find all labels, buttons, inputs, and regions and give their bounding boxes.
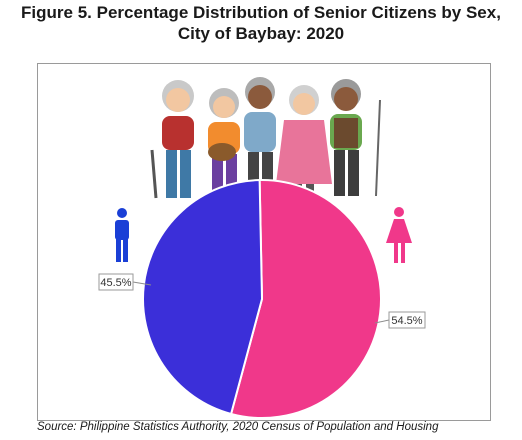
- chart-title: Figure 5. Percentage Distribution of Sen…: [0, 2, 522, 44]
- male-icon: [115, 208, 129, 262]
- title-line-1: Figure 5. Percentage Distribution of Sen…: [21, 3, 501, 22]
- data-label-text-male: 45.5%: [100, 277, 131, 289]
- leader-line-female: [374, 319, 390, 324]
- pie-slice-female: [229, 179, 382, 419]
- data-label-male: 45.5%: [98, 273, 152, 291]
- data-label-female: 54.5%: [374, 311, 426, 329]
- source-note: Source: Philippine Statistics Authority,…: [37, 421, 439, 433]
- data-label-text-female: 54.5%: [391, 315, 422, 327]
- female-icon: [386, 207, 412, 263]
- data-label-box-female: [388, 311, 426, 329]
- title-line-2: City of Baybay: 2020: [177, 24, 345, 43]
- data-label-box-male: [98, 273, 134, 291]
- pie-slice-male: [142, 179, 264, 416]
- seniors-illustration: [150, 77, 381, 199]
- leader-line-male: [132, 281, 152, 286]
- chart-frame: [37, 63, 491, 421]
